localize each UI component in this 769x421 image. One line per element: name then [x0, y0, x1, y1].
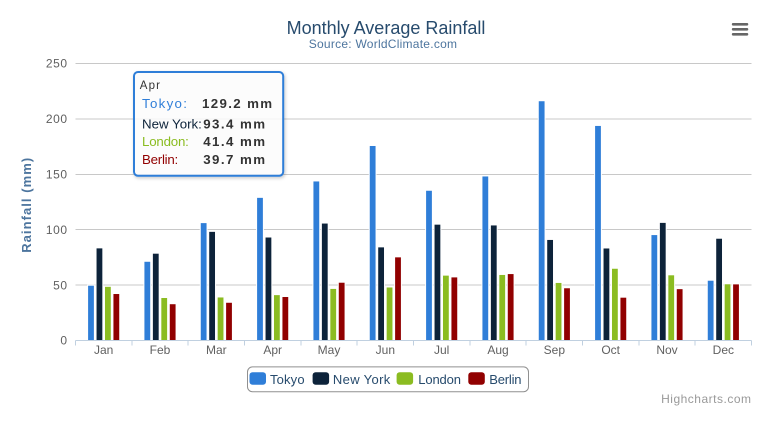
svg-text:0: 0 — [60, 334, 67, 348]
svg-text:100: 100 — [46, 223, 68, 237]
svg-text:Nov: Nov — [656, 343, 677, 357]
svg-text:London:: London: — [142, 134, 189, 149]
svg-text:Aug: Aug — [487, 343, 508, 357]
svg-text:May: May — [318, 343, 341, 357]
svg-text:New York:: New York: — [142, 117, 202, 132]
svg-text:Jul: Jul — [434, 343, 449, 357]
svg-text:Feb: Feb — [150, 343, 171, 357]
svg-text:150: 150 — [46, 168, 68, 182]
svg-text:Oct: Oct — [601, 343, 620, 357]
svg-text:New York: New York — [333, 372, 391, 387]
svg-text:39.7 mm: 39.7 mm — [203, 152, 266, 167]
svg-text:93.4 mm: 93.4 mm — [203, 117, 266, 132]
svg-text:London: London — [418, 372, 460, 387]
svg-text:Jan: Jan — [94, 343, 113, 357]
svg-text:Monthly Average Rainfall: Monthly Average Rainfall — [287, 18, 486, 38]
svg-text:250: 250 — [46, 57, 68, 71]
svg-text:Sep: Sep — [544, 343, 566, 357]
svg-text:Dec: Dec — [713, 343, 734, 357]
svg-text:Jun: Jun — [376, 343, 395, 357]
svg-text:41.4 mm: 41.4 mm — [203, 134, 266, 149]
svg-text:Tokyo: Tokyo — [270, 372, 305, 387]
svg-text:Mar: Mar — [206, 343, 227, 357]
svg-text:Berlin:: Berlin: — [142, 152, 178, 167]
svg-text:Highcharts.com: Highcharts.com — [661, 392, 751, 406]
svg-text:Berlin: Berlin — [489, 372, 521, 387]
svg-text:129.2 mm: 129.2 mm — [202, 96, 273, 111]
svg-text:200: 200 — [46, 112, 68, 126]
svg-text:Apr: Apr — [263, 343, 282, 357]
svg-text:Rainfall (mm): Rainfall (mm) — [19, 157, 34, 253]
svg-text:Apr: Apr — [140, 80, 161, 92]
svg-text:Source: WorldClimate.com: Source: WorldClimate.com — [309, 37, 458, 51]
svg-text:50: 50 — [53, 278, 68, 292]
svg-text:Tokyo:: Tokyo: — [142, 96, 188, 111]
